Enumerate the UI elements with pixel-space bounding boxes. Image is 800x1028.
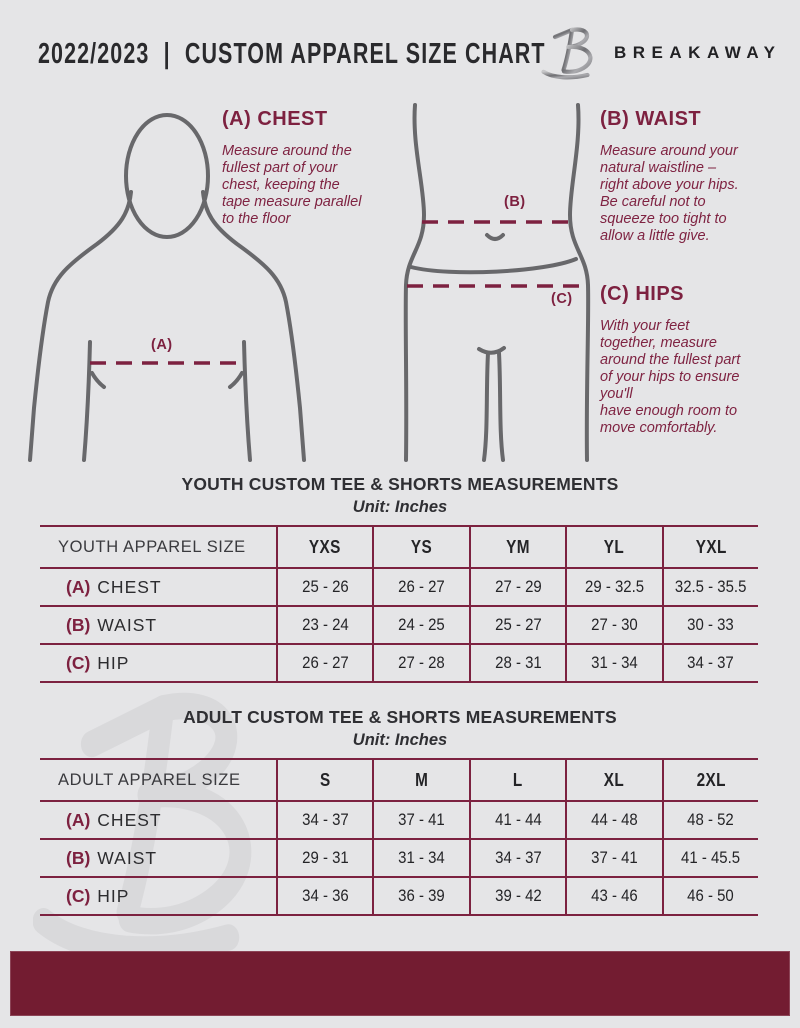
- waist-marker-label: (B): [504, 194, 526, 210]
- measurement-value: 34 - 37: [301, 810, 349, 829]
- measurement-value: 23 - 24: [301, 615, 349, 634]
- chest-heading: (A) CHEST: [222, 108, 328, 130]
- table-row: ADULT APPAREL SIZE S M L XL 2XL: [40, 760, 758, 802]
- adult-size-table: ADULT APPAREL SIZE S M L XL 2XL (A) CHEST…: [40, 758, 758, 916]
- measurement-value: 27 - 29: [494, 577, 542, 596]
- waist-body-text: Measure around your natural waistline – …: [600, 143, 739, 244]
- youth-table-unit: Unit: Inches: [352, 498, 448, 516]
- waist-instructions: (B) WAIST Measure around your natural wa…: [600, 108, 792, 245]
- column-header: M: [415, 769, 429, 790]
- adult-table-title: ADULT CUSTOM TEE & SHORTS MEASUREMENTS: [183, 707, 617, 727]
- table-row: (C) HIP 34 - 36 36 - 39 39 - 42 43 - 46 4…: [40, 878, 758, 916]
- column-header: S: [319, 769, 331, 790]
- hips-body-text: With your feet together, measure around …: [600, 318, 741, 436]
- measurement-value: 39 - 42: [494, 886, 542, 905]
- adult-table-header: ADULT CUSTOM TEE & SHORTS MEASUREMENTS U…: [0, 707, 800, 750]
- column-header: YXL: [695, 536, 727, 557]
- brand-name: BREAKAWAY: [614, 43, 782, 62]
- measurement-value: 31 - 34: [398, 848, 445, 867]
- measurement-value: 34 - 36: [301, 886, 349, 905]
- lower-body-figure: [403, 103, 591, 462]
- measurement-value: 25 - 26: [301, 577, 349, 596]
- table-row: YOUTH APPAREL SIZE YXS YS YM YL YXL: [40, 527, 758, 569]
- measurement-value: 36 - 39: [398, 886, 445, 905]
- measurement-value: 48 - 52: [687, 810, 735, 829]
- hips-instructions: (C) HIPS With your feet together, measur…: [600, 283, 796, 437]
- column-header: YS: [410, 536, 433, 557]
- measurement-value: 30 - 33: [687, 615, 735, 634]
- youth-size-table: YOUTH APPAREL SIZE YXS YS YM YL YXL (A) C…: [40, 525, 758, 683]
- row-key: (A): [66, 576, 91, 597]
- column-header: XL: [604, 769, 625, 790]
- table-row: (A) CHEST 34 - 37 37 - 41 41 - 44 44 - 48…: [40, 802, 758, 840]
- measurement-value: 24 - 25: [398, 615, 445, 634]
- measurement-value: 34 - 37: [687, 653, 735, 672]
- row-key: (B): [66, 614, 91, 635]
- adult-table-unit: Unit: Inches: [352, 731, 448, 749]
- breakaway-logo-icon: [541, 27, 593, 80]
- page-title: 2022/2023 | CUSTOM APPAREL SIZE CHART: [38, 38, 546, 70]
- measurement-value: 29 - 31: [301, 848, 349, 867]
- youth-table-title: YOUTH CUSTOM TEE & SHORTS MEASUREMENTS: [181, 474, 619, 494]
- brand-lockup: BREAKAWAY: [541, 24, 781, 82]
- adult-size-label: ADULT APPAREL SIZE: [58, 770, 241, 789]
- row-label: CHEST: [97, 809, 162, 830]
- measurement-value: 37 - 41: [591, 848, 638, 867]
- column-header: YL: [604, 536, 625, 557]
- table-row: (B) WAIST 23 - 24 24 - 25 25 - 27 27 - 30…: [40, 607, 758, 645]
- row-label: CHEST: [97, 576, 162, 597]
- measurement-value: 46 - 50: [687, 886, 735, 905]
- row-key: (C): [66, 885, 91, 906]
- measurement-value: 28 - 31: [494, 653, 542, 672]
- measurement-value: 31 - 34: [591, 653, 638, 672]
- measurement-value: 37 - 41: [398, 810, 445, 829]
- measurement-value: 27 - 30: [591, 615, 638, 634]
- column-header: YXS: [309, 536, 342, 557]
- measurement-value: 27 - 28: [398, 653, 445, 672]
- measurement-value: 32.5 - 35.5: [675, 577, 747, 596]
- column-header: L: [513, 769, 523, 790]
- measurement-value: 29 - 32.5: [584, 577, 644, 596]
- column-header: YM: [506, 536, 530, 557]
- row-key: (C): [66, 652, 91, 673]
- measurement-value: 44 - 48: [591, 810, 638, 829]
- table-row: (A) CHEST 25 - 26 26 - 27 27 - 29 29 - 32…: [40, 569, 758, 607]
- table-row: (C) HIP 26 - 27 27 - 28 28 - 31 31 - 34 3…: [40, 645, 758, 683]
- upper-body-figure: [28, 113, 306, 462]
- hips-marker-label: (C): [551, 291, 573, 307]
- youth-size-label: YOUTH APPAREL SIZE: [58, 537, 246, 556]
- measurement-value: 41 - 45.5: [681, 848, 741, 867]
- column-header: 2XL: [696, 769, 726, 790]
- chest-instructions: (A) CHEST Measure around the fullest par…: [222, 108, 404, 228]
- measurement-value: 41 - 44: [494, 810, 542, 829]
- row-label: HIP: [97, 885, 130, 906]
- row-label: WAIST: [97, 847, 158, 868]
- measurement-value: 43 - 46: [591, 886, 638, 905]
- row-label: WAIST: [97, 614, 158, 635]
- row-label: HIP: [97, 652, 130, 673]
- chest-marker-label: (A): [151, 337, 173, 353]
- youth-table-header: YOUTH CUSTOM TEE & SHORTS MEASUREMENTS U…: [0, 474, 800, 517]
- measurement-value: 26 - 27: [301, 653, 349, 672]
- hips-heading: (C) HIPS: [600, 283, 684, 305]
- measurement-value: 34 - 37: [494, 848, 542, 867]
- waist-heading: (B) WAIST: [600, 108, 702, 130]
- row-key: (B): [66, 847, 91, 868]
- chest-body-text: Measure around the fullest part of your …: [222, 143, 362, 227]
- row-key: (A): [66, 809, 91, 830]
- table-row: (B) WAIST 29 - 31 31 - 34 34 - 37 37 - 41…: [40, 840, 758, 878]
- measurement-value: 25 - 27: [494, 615, 542, 634]
- footer-bar: [10, 951, 790, 1016]
- measurement-value: 26 - 27: [398, 577, 445, 596]
